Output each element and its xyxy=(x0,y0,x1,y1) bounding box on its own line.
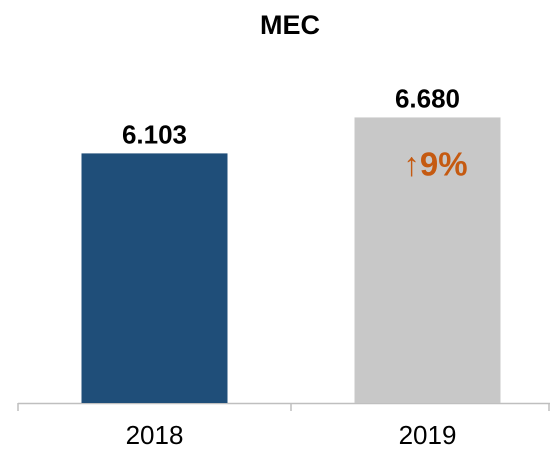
x-tick-label: 2018 xyxy=(126,420,184,450)
x-tick-label: 2019 xyxy=(399,420,457,450)
bar xyxy=(354,117,501,404)
data-label: 6.680 xyxy=(395,83,460,113)
chart-title: MEC xyxy=(260,10,320,40)
bar xyxy=(81,153,228,403)
annotation: ↑9% xyxy=(403,146,467,183)
data-label: 6.103 xyxy=(122,119,187,149)
